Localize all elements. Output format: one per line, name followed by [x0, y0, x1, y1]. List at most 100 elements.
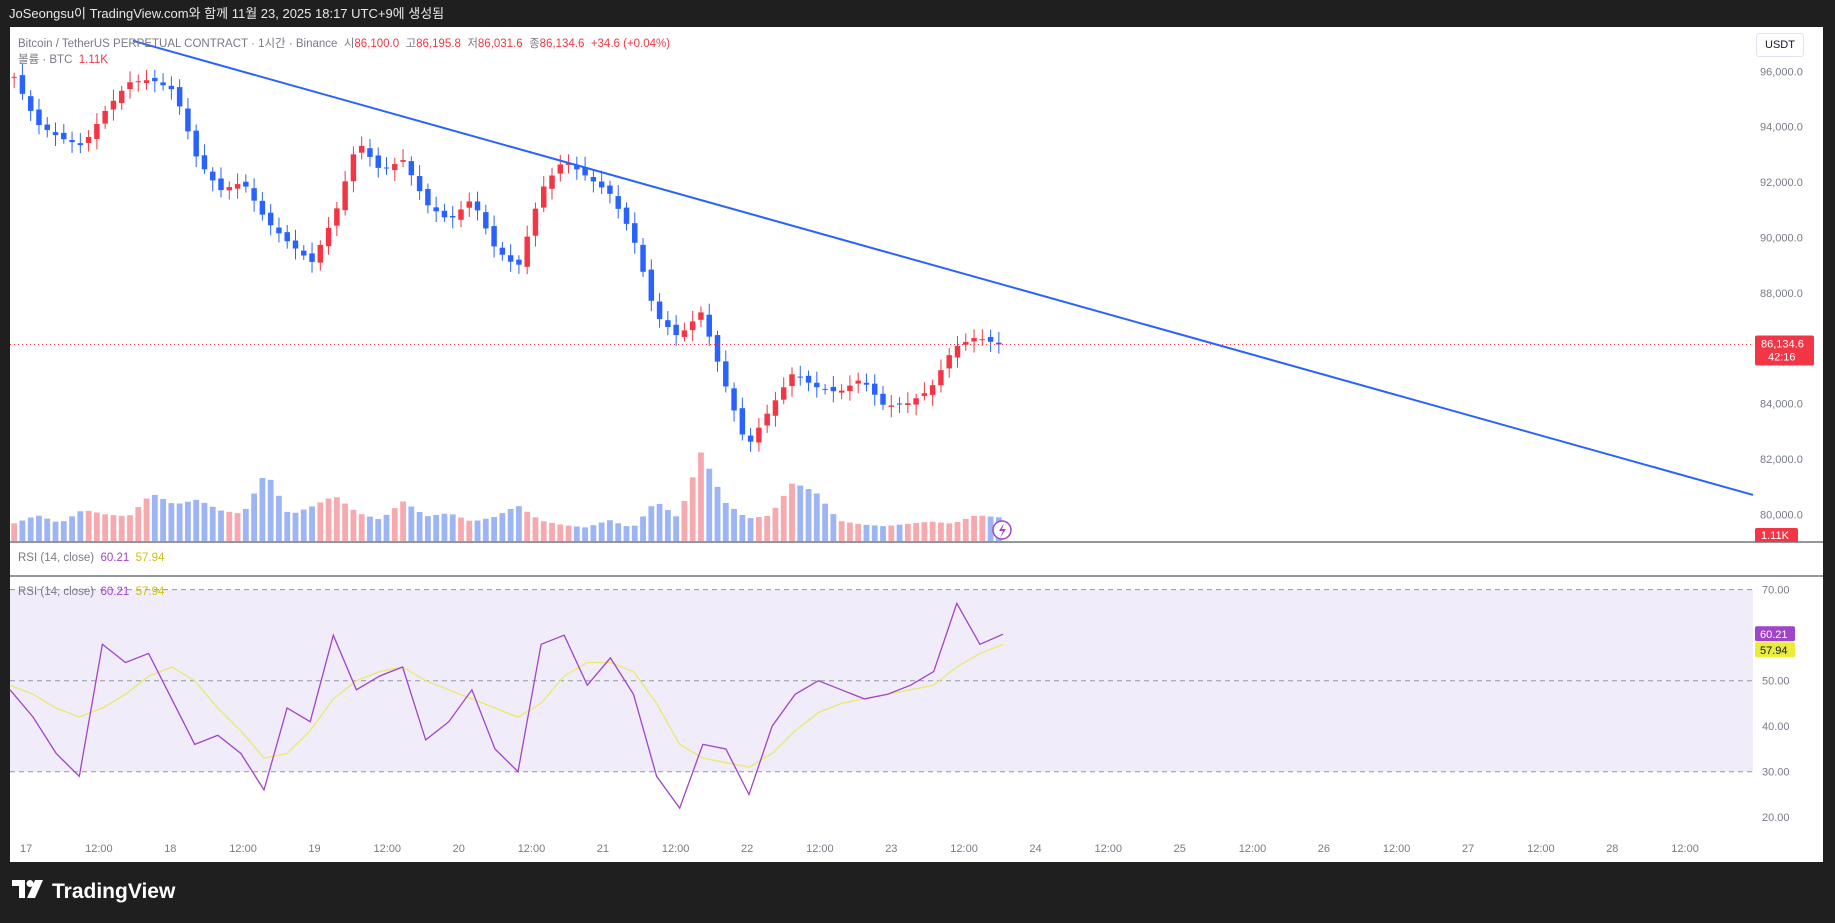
candle-body	[94, 123, 100, 139]
candle-body	[466, 201, 472, 208]
brand-name: TradingView	[52, 880, 176, 903]
time-tick-label: 12:00	[806, 843, 834, 855]
volume-bar	[160, 498, 166, 541]
candle-body	[640, 244, 646, 272]
volume-bar	[300, 509, 307, 541]
candle-body	[11, 76, 17, 78]
candle-body	[408, 161, 415, 176]
candle-body	[416, 176, 423, 192]
candle-body	[905, 403, 911, 405]
volume-bar	[27, 517, 34, 541]
rsi-tick-label: 30.00	[1762, 767, 1790, 779]
high-label: 고	[405, 38, 417, 50]
volume-bar	[747, 518, 754, 541]
candle-body	[474, 201, 481, 211]
volume-bar	[118, 515, 125, 541]
volume-bar	[623, 526, 630, 541]
time-tick-label: 19	[308, 843, 320, 855]
price-tick-label: 80,000.0	[1760, 509, 1803, 521]
volume-bar	[168, 503, 175, 541]
candle-body	[665, 320, 671, 328]
time-tick-label: 12:00	[85, 843, 113, 855]
open-value: 86,100.0	[354, 38, 400, 50]
candle-body	[532, 208, 539, 236]
volume-bar	[863, 524, 870, 541]
price-tick-label: 90,000.0	[1760, 232, 1803, 244]
time-tick-label: 12:00	[1239, 843, 1267, 855]
volume-bar	[573, 526, 580, 541]
candle-body	[392, 164, 398, 171]
volume-bar	[946, 523, 953, 541]
candle-body	[689, 321, 696, 331]
volume-bar	[218, 510, 224, 541]
candle-body	[598, 181, 605, 188]
volume-bar	[822, 503, 828, 541]
time-tick-label: 26	[1318, 843, 1330, 855]
candle-body	[433, 207, 439, 212]
volume-bar	[664, 509, 671, 541]
volume-bar	[93, 512, 100, 541]
volume-bar	[772, 507, 779, 541]
time-tick-label: 17	[20, 843, 32, 855]
candle-body	[143, 80, 150, 84]
time-tick-label: 12:00	[1527, 843, 1555, 855]
volume-bar	[292, 512, 299, 541]
candle-body	[565, 163, 572, 165]
volume-bar	[764, 516, 771, 541]
currency-button[interactable]: USDT	[1756, 33, 1804, 57]
candle-body	[814, 382, 820, 388]
volume-bar	[259, 478, 266, 541]
candle-body	[135, 81, 141, 83]
rsi-badge-value: 60.21	[1760, 629, 1788, 641]
volume-bar	[342, 503, 349, 541]
volume-bar	[929, 521, 936, 541]
candle-body	[301, 250, 307, 256]
volume-bar	[590, 525, 597, 541]
volume-bar	[689, 477, 696, 541]
volume-bar	[507, 508, 514, 541]
volume-bar	[830, 514, 837, 541]
candle-body	[681, 330, 688, 337]
volume-bar	[631, 525, 638, 541]
price-tick-label: 88,000.0	[1760, 288, 1803, 300]
candle-body	[152, 77, 158, 82]
candle-body	[425, 188, 431, 206]
rsi-legend-ma-2: 57.94	[135, 586, 165, 598]
candle-body	[764, 413, 770, 426]
volume-bar	[52, 521, 59, 541]
candle-body	[168, 85, 175, 90]
candle-body	[747, 435, 754, 442]
price-tick-label: 84,000.0	[1760, 399, 1803, 411]
volume-bar	[358, 514, 365, 541]
candle-body	[19, 75, 26, 94]
time-tick-label: 20	[453, 843, 465, 855]
price-badge	[1755, 335, 1814, 366]
change-value: +34.6 (+0.04%)	[590, 38, 671, 50]
volume-bar	[640, 516, 646, 541]
candle-body	[954, 346, 961, 358]
volume-bar	[731, 508, 737, 541]
candle-body	[648, 269, 655, 301]
volume-bar	[904, 523, 911, 541]
candle-body	[582, 167, 588, 176]
candle-body	[921, 393, 928, 396]
candle-body	[632, 223, 638, 243]
candle-body	[441, 210, 448, 218]
volume-bar	[880, 526, 886, 541]
volume-bar	[36, 515, 42, 541]
volume-bar	[921, 522, 928, 541]
candle-body	[714, 335, 721, 362]
candle-body	[36, 109, 42, 126]
volume-bar	[739, 515, 746, 541]
candle-body	[623, 207, 630, 224]
candle-body	[226, 187, 233, 191]
volume-bar	[582, 527, 589, 541]
volume-bar	[135, 506, 142, 541]
candle-body	[872, 383, 878, 395]
volume-bar	[491, 517, 497, 541]
tradingview-logo-icon	[12, 880, 46, 904]
volume-bar	[325, 498, 332, 541]
volume-bar	[971, 515, 977, 541]
volume-bar	[557, 524, 564, 541]
